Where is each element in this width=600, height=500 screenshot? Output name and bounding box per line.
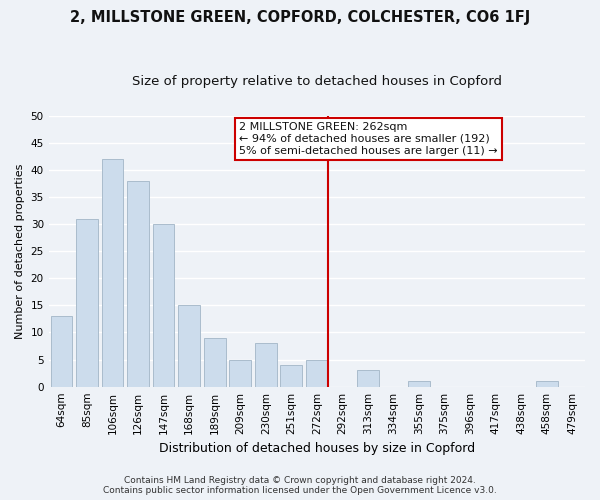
Bar [306,360,328,386]
X-axis label: Distribution of detached houses by size in Copford: Distribution of detached houses by size … [159,442,475,455]
Bar [178,306,200,386]
Bar [50,316,72,386]
Bar [255,344,277,386]
Bar [127,180,149,386]
Bar [357,370,379,386]
Bar [101,159,124,386]
Bar [229,360,251,386]
Bar [536,382,557,386]
Text: 2, MILLSTONE GREEN, COPFORD, COLCHESTER, CO6 1FJ: 2, MILLSTONE GREEN, COPFORD, COLCHESTER,… [70,10,530,25]
Bar [280,365,302,386]
Y-axis label: Number of detached properties: Number of detached properties [15,164,25,339]
Bar [408,382,430,386]
Bar [204,338,226,386]
Title: Size of property relative to detached houses in Copford: Size of property relative to detached ho… [132,75,502,88]
Bar [76,218,98,386]
Bar [153,224,175,386]
Text: 2 MILLSTONE GREEN: 262sqm
← 94% of detached houses are smaller (192)
5% of semi-: 2 MILLSTONE GREEN: 262sqm ← 94% of detac… [239,122,497,156]
Text: Contains HM Land Registry data © Crown copyright and database right 2024.
Contai: Contains HM Land Registry data © Crown c… [103,476,497,495]
